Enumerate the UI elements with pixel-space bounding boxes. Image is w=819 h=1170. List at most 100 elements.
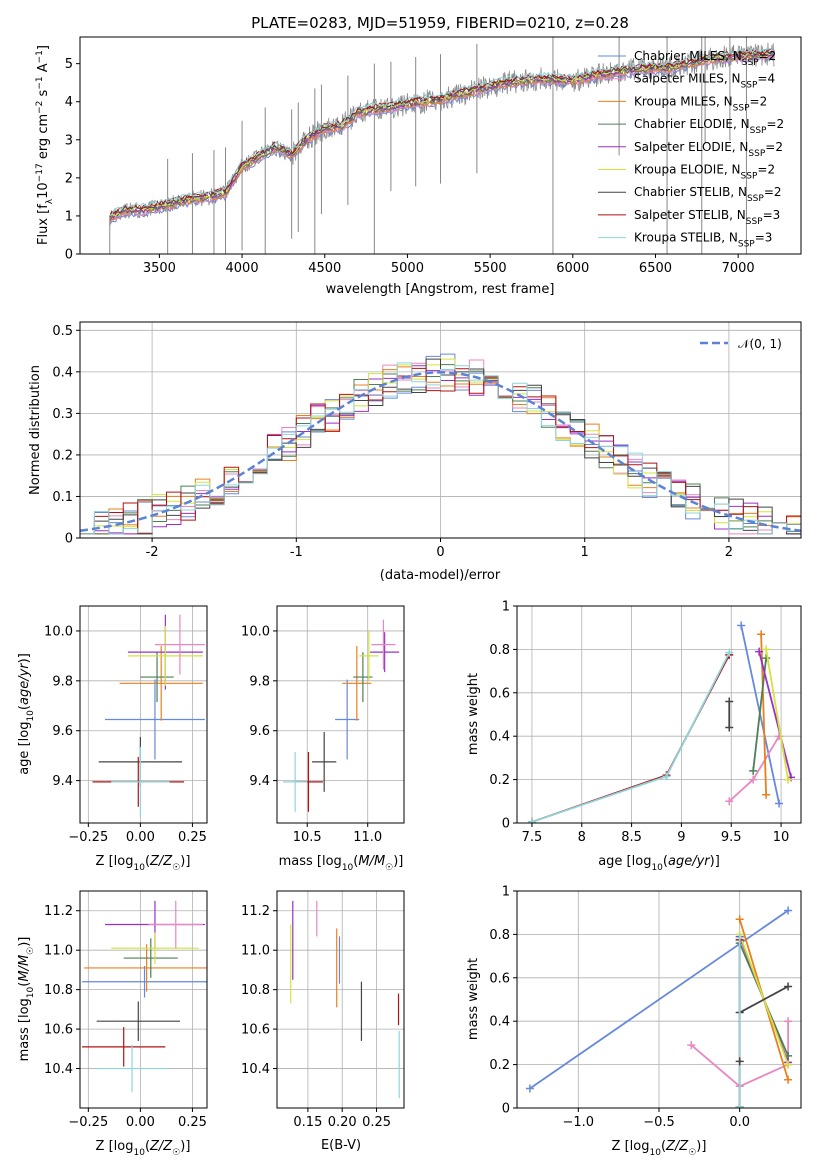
weight-marker bbox=[735, 933, 744, 942]
x-tick-label: 10.5 bbox=[293, 830, 322, 845]
y-tick-label: 0.3 bbox=[52, 407, 73, 422]
residual-histogram bbox=[80, 358, 801, 535]
x-tick-label: -2 bbox=[146, 545, 159, 560]
weight-marker bbox=[784, 1017, 793, 1026]
y-tick-label: 0.5 bbox=[52, 324, 73, 339]
y-tick-label: 1 bbox=[502, 600, 510, 615]
legend-entry-label: Chabrier MILES, NSSP=2 bbox=[634, 49, 776, 68]
weight-marker bbox=[725, 648, 734, 657]
x-tick-label: 2 bbox=[725, 545, 733, 560]
panel-mass-weight-vs-age: 7.5 8 8.5 9 9.5 10 0 0.2 0.4 0.6 0.8 1 age [log10(ag… bbox=[466, 600, 802, 873]
weight-marker bbox=[749, 775, 758, 784]
x-tick-label: −0.25 bbox=[68, 830, 108, 845]
weight-series-line bbox=[765, 649, 789, 780]
legend-entry-label: Salpeter ELODIE, NSSP=2 bbox=[634, 140, 783, 159]
y-axis-label: Flux [fλ10−17 erg cm−2 s−1 A−1] bbox=[35, 45, 55, 245]
y-tick-label: 9.8 bbox=[52, 674, 73, 689]
plot-area bbox=[290, 900, 400, 1099]
panel-mass-vs-EBV: 0.15 0.20 0.25 10.4 10.6 10.8 11.0 11.2 E(B-V) bbox=[241, 890, 405, 1153]
x-tick-label: 0.25 bbox=[178, 830, 207, 845]
weight-marker bbox=[749, 766, 758, 775]
y-tick-label: 10.0 bbox=[44, 624, 73, 639]
y-tick-label: 0.2 bbox=[52, 448, 73, 463]
x-tick-label: 6500 bbox=[639, 261, 672, 276]
x-axis-label: Z [log10(Z/Z☉)] bbox=[612, 1139, 707, 1158]
x-tick-label: 1 bbox=[581, 545, 589, 560]
y-tick-label: 0.4 bbox=[489, 1015, 510, 1030]
legend-entry-label: Kroupa MILES, NSSP=2 bbox=[634, 94, 767, 113]
x-tick-label: 0.25 bbox=[362, 1115, 391, 1130]
y-tick-label: 10.6 bbox=[44, 1023, 73, 1038]
weight-marker bbox=[775, 799, 784, 808]
weight-marker bbox=[784, 1060, 793, 1069]
x-tick-label: 7000 bbox=[722, 261, 755, 276]
x-tick-label: 8 bbox=[578, 830, 586, 845]
weight-marker bbox=[762, 790, 771, 799]
y-tick-label: 0.4 bbox=[489, 730, 510, 745]
x-axis-label: age [log10(age/yr)] bbox=[598, 854, 720, 873]
y-tick-label: 9.8 bbox=[249, 674, 270, 689]
x-tick-label: 4500 bbox=[308, 261, 341, 276]
figure-title: PLATE=0283, MJD=51959, FIBERID=0210, z=0… bbox=[251, 14, 629, 32]
y-tick-label: 0.6 bbox=[489, 971, 510, 986]
x-tick-label: 6000 bbox=[556, 261, 589, 276]
panel-mass-vs-Z: −0.25 0.00 0.25 10.4 10.6 10.8 11.0 11.2 Z [log1… bbox=[17, 890, 208, 1158]
model-spectrum-line bbox=[109, 47, 775, 216]
weight-marker bbox=[662, 772, 671, 781]
normal-reference-curve bbox=[80, 371, 801, 532]
x-tick-label: −0.25 bbox=[68, 1115, 108, 1130]
y-tick-label: 0.1 bbox=[52, 490, 73, 505]
legend-entry-label: Kroupa STELIB, NSSP=3 bbox=[634, 231, 772, 250]
weight-series-line bbox=[531, 654, 731, 823]
weight-marker bbox=[725, 723, 734, 732]
weight-marker bbox=[725, 797, 734, 806]
legend-entry-label: Salpeter MILES, NSSP=4 bbox=[634, 72, 775, 91]
x-tick-label: 0.00 bbox=[126, 830, 155, 845]
weight-marker bbox=[735, 1102, 744, 1108]
y-tick-label: 1 bbox=[65, 209, 73, 224]
y-tick-label: 10.6 bbox=[241, 1023, 270, 1038]
panel-age-vs-mass: 10.5 11.0 9.4 9.6 9.8 10.0 mass [log10(M/M☉)] bbox=[241, 605, 405, 873]
weight-marker bbox=[784, 1075, 793, 1084]
x-tick-label: 0 bbox=[436, 545, 444, 560]
y-tick-label: 11.2 bbox=[241, 904, 270, 919]
x-axis-label: Z [log10(Z/Z☉)] bbox=[96, 1139, 191, 1158]
y-tick-label: 5 bbox=[65, 57, 73, 72]
y-tick-label: 11.0 bbox=[44, 944, 73, 959]
x-tick-label: 5000 bbox=[391, 261, 424, 276]
y-tick-label: 10.4 bbox=[241, 1062, 270, 1077]
legend-entry-label: Chabrier STELIB, NSSP=2 bbox=[634, 185, 782, 204]
y-tick-label: 9.6 bbox=[249, 724, 270, 739]
weight-marker bbox=[762, 645, 771, 654]
weight-series-line bbox=[531, 652, 731, 823]
x-tick-label: 11.0 bbox=[353, 830, 382, 845]
y-tick-label: 9.6 bbox=[52, 724, 73, 739]
panel-residuals: -2 -1 0 1 2 0 0.1 0.2 0.3 0.4 0.5 𝒩(0, 1) (data-mode… bbox=[28, 321, 802, 583]
y-tick-label: 0.2 bbox=[489, 1058, 510, 1073]
x-tick-label: −1.0 bbox=[563, 1115, 595, 1130]
weight-series-line bbox=[529, 909, 789, 1090]
weight-marker bbox=[735, 1057, 744, 1066]
plot-area bbox=[525, 906, 793, 1108]
axes-frame bbox=[79, 890, 208, 1109]
x-axis-label: (data-model)/error bbox=[380, 568, 501, 583]
y-tick-label: 1 bbox=[502, 885, 510, 900]
weight-marker bbox=[784, 906, 793, 915]
x-tick-label: 8.5 bbox=[621, 830, 642, 845]
x-tick-label: 0.25 bbox=[178, 1115, 207, 1130]
y-tick-label: 0 bbox=[502, 817, 510, 832]
weight-series-line bbox=[739, 985, 789, 1014]
weight-marker bbox=[687, 1041, 696, 1050]
weight-marker bbox=[737, 621, 746, 630]
x-tick-label: 4000 bbox=[226, 261, 259, 276]
y-tick-label: 0 bbox=[65, 532, 73, 547]
y-axis-label: Normed distribution bbox=[28, 365, 43, 495]
y-axis-label: mass weight bbox=[466, 673, 481, 755]
weight-marker bbox=[784, 982, 793, 991]
plot-area bbox=[109, 37, 775, 254]
x-axis-label: mass [log10(M/M☉)] bbox=[279, 854, 404, 873]
weight-marker bbox=[755, 647, 764, 656]
weight-marker bbox=[725, 697, 734, 706]
y-axis-label: mass [log10(M/M☉)] bbox=[17, 937, 36, 1062]
y-tick-label: 0 bbox=[65, 248, 73, 263]
